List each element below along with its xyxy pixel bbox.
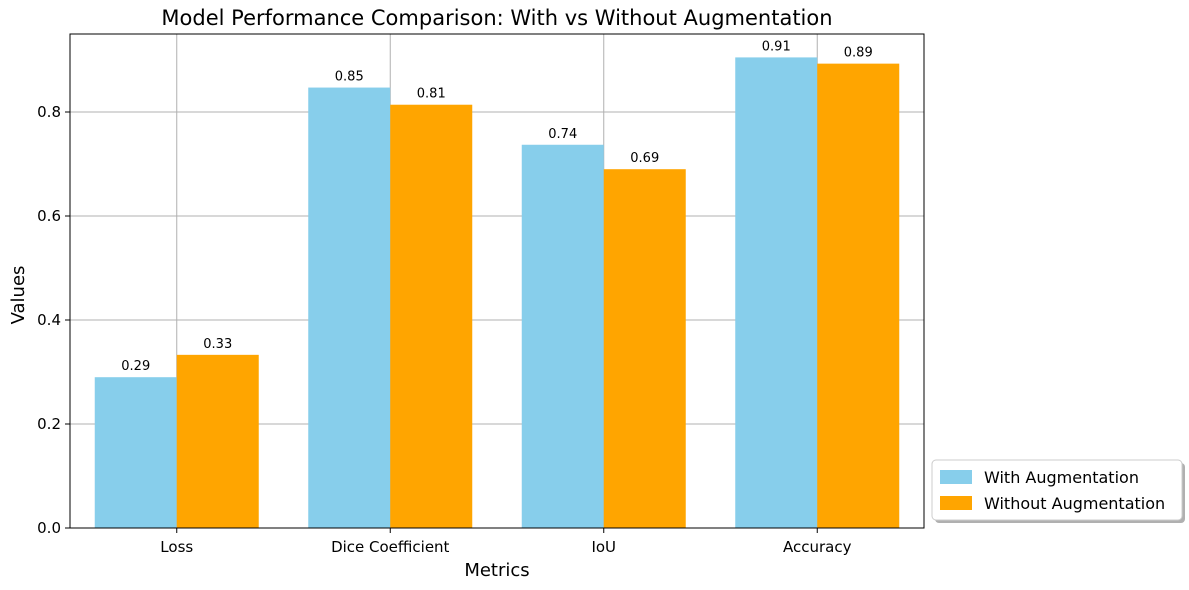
x-axis: Loss Dice Coefficient IoU Accuracy [160,528,852,556]
legend: With Augmentation Without Augmentation [931,459,1185,523]
bar-value-label: 0.81 [417,87,446,102]
bar-value-label: 0.29 [121,359,150,374]
y-tick-label: 0.0 [37,519,61,537]
bar-with-augmentation [521,144,604,528]
bar-value-label: 0.33 [203,337,232,352]
legend-label: With Augmentation [984,468,1139,487]
x-tick-label: Accuracy [783,538,852,556]
bar-value-label: 0.91 [762,39,791,54]
y-axis: 0.0 0.2 0.4 0.6 0.8 [37,103,70,537]
legend-swatch [940,496,972,510]
bar-value-label: 0.85 [335,70,364,85]
bars [94,57,900,529]
bar-with-augmentation [308,87,391,528]
legend-swatch [940,470,972,484]
data-labels: 0.29 0.85 0.74 0.91 0.33 0.81 0.69 0.89 [121,39,872,374]
x-tick-label: Loss [160,538,193,556]
x-tick-label: IoU [591,538,616,556]
bar-without-augmentation [817,63,900,528]
x-tick-label: Dice Coefficient [331,538,449,556]
legend-label: Without Augmentation [984,494,1165,513]
y-axis-title: Values [8,266,29,325]
y-tick-label: 0.8 [37,103,61,121]
bar-without-augmentation [603,169,686,528]
bar-with-augmentation [735,57,818,529]
bar-value-label: 0.89 [844,46,873,61]
bar-without-augmentation [390,104,473,528]
legend-box [931,459,1183,521]
chart-title: Model Performance Comparison: With vs Wi… [161,6,832,30]
x-axis-title: Metrics [464,560,529,581]
bar-value-label: 0.74 [548,127,577,142]
bar-without-augmentation [176,354,259,528]
y-tick-label: 0.2 [37,415,61,433]
y-tick-label: 0.6 [37,207,61,225]
bar-value-label: 0.69 [630,151,659,166]
plot-area-frame [69,33,925,529]
y-tick-label: 0.4 [37,311,61,329]
bar-with-augmentation [94,377,177,528]
